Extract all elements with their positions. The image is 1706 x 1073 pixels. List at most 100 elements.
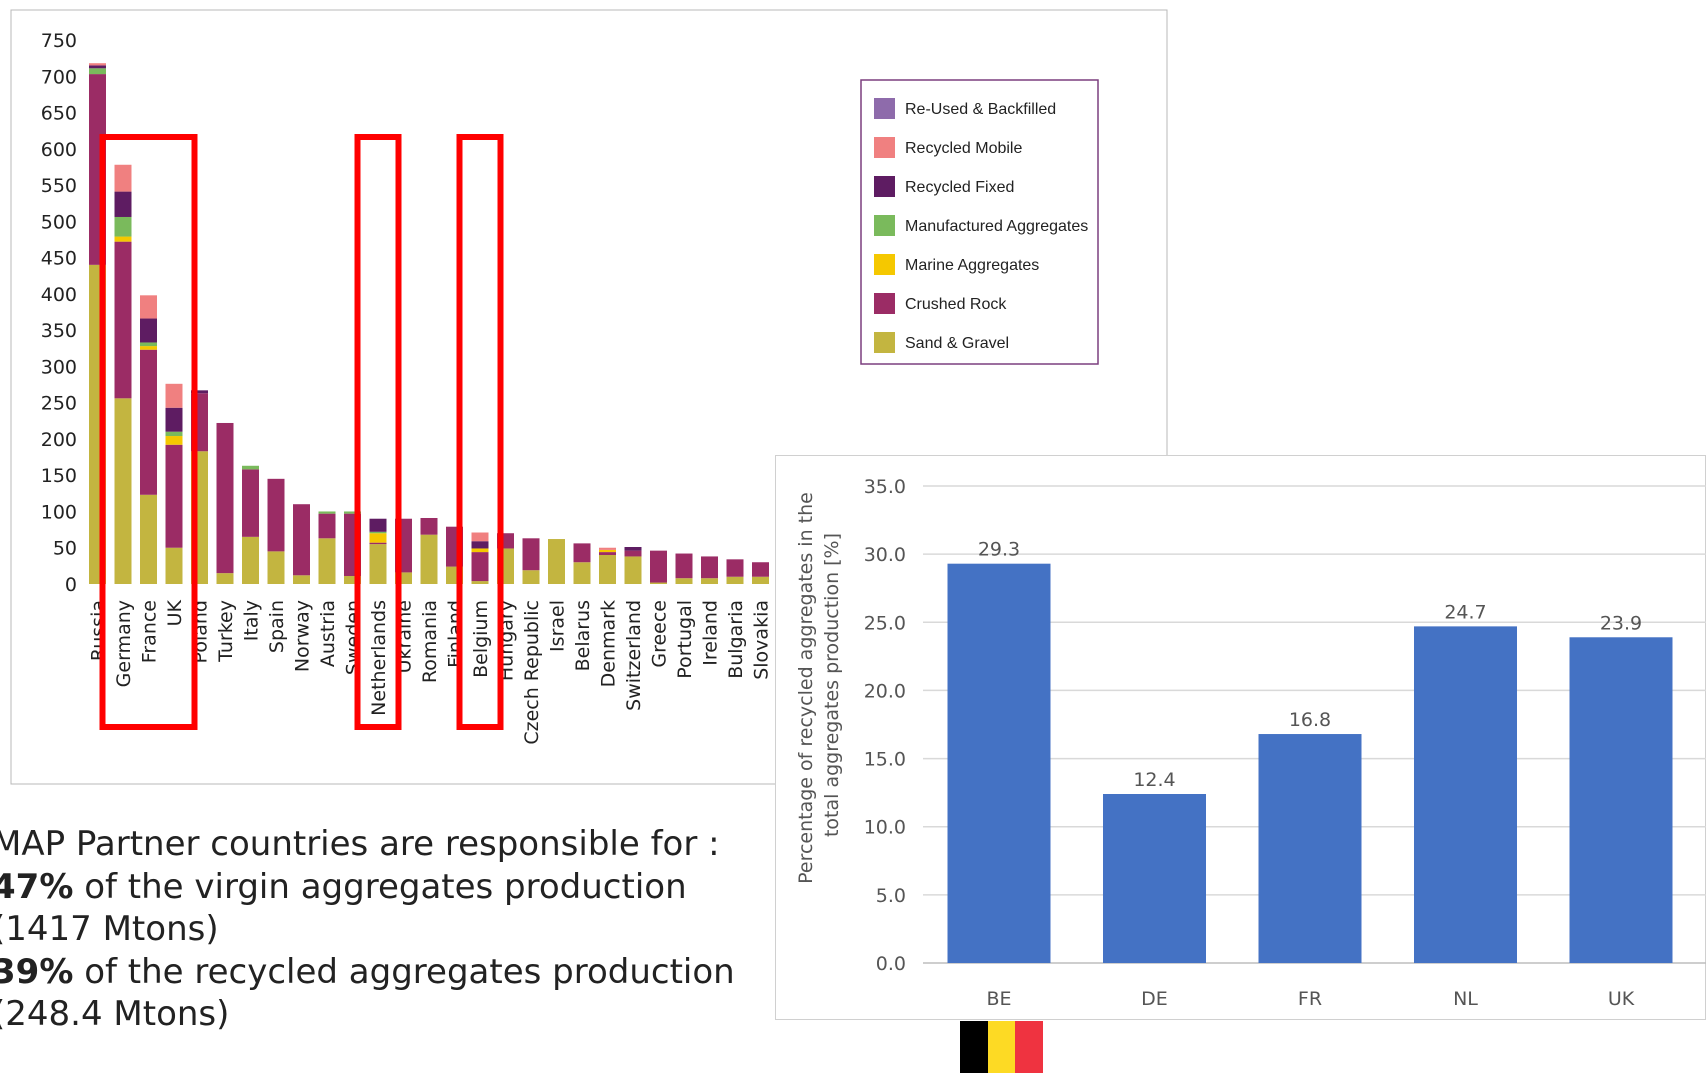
notes-virgin-text: of the virgin aggregates production [73, 866, 687, 907]
x-tick-label-uk: UK [1608, 988, 1635, 1010]
highlight-box-netherlands [354, 134, 402, 730]
y-tick-label: 150 [41, 465, 77, 487]
y-tick-label: 20.0 [864, 680, 906, 702]
bar-spain-sand-gravel [267, 551, 285, 584]
bar-denmark-crushed-rock [599, 552, 616, 555]
y-tick-label: 600 [41, 139, 77, 161]
bar-denmark-recycled-mobile [599, 547, 616, 550]
bar-switzerland-sand-gravel [624, 556, 642, 584]
bar-netherlands-marine-aggregates [369, 533, 387, 543]
data-label-be: 29.3 [978, 539, 1020, 561]
bar-germany-marine-aggregates [114, 236, 132, 242]
y-tick-label: 50 [53, 538, 77, 560]
bar-switzerland-crushed-rock [624, 550, 642, 557]
legend-swatch-manufactured-aggregates [874, 215, 895, 236]
bar-germany-sand-gravel [114, 398, 132, 584]
y-tick-label: 350 [41, 320, 77, 342]
chart1-x-tick-labels: Russia Germany France UK Poland Turkey Italy Sp… [88, 599, 773, 744]
bar-bulgaria-sand-gravel [726, 576, 744, 584]
bar-switzerland-recycled-fixed [624, 547, 642, 551]
x-tick-label-israel: Israel [547, 600, 569, 652]
chart2-y-axis-label-line2: total aggregates production [%] [821, 533, 843, 837]
x-tick-label-portugal: Portugal [674, 600, 696, 679]
bar-denmark-sand-gravel [599, 554, 616, 584]
y-tick-label: 300 [41, 356, 77, 378]
bar-uk [1569, 637, 1673, 963]
bar-bulgaria-crushed-rock [726, 559, 744, 577]
bar-norway-sand-gravel [293, 575, 310, 584]
notes-line-4: 39% of the recycled aggregates productio… [0, 951, 735, 994]
bar-netherlands-manufactured-aggregates [369, 531, 387, 534]
bar-russia-recycled-fixed [89, 65, 106, 69]
legend-frame [860, 79, 1099, 365]
y-tick-label: 5.0 [876, 885, 906, 907]
legend-swatch-re-used-backfilled [874, 98, 895, 119]
bar-france-recycled-mobile [140, 295, 157, 319]
bar-nl [1414, 626, 1517, 963]
x-tick-label-russia: Russia [88, 600, 110, 661]
x-tick-label-ireland: Ireland [700, 600, 722, 666]
notes-recycled-text: of the recycled aggregates production [73, 951, 735, 992]
y-tick-label: 0.0 [876, 953, 906, 975]
data-label-uk: 23.9 [1600, 612, 1642, 634]
x-tick-label-turkey: Turkey [215, 600, 237, 663]
flag-stripe-black [960, 1021, 988, 1073]
chart1-highlight-boxes [99, 134, 504, 730]
bar-ireland-sand-gravel [701, 578, 718, 584]
bar-belgium-sand-gravel [471, 581, 489, 584]
legend-label-sand-gravel: Sand & Gravel [905, 335, 1009, 352]
data-label-fr: 16.8 [1289, 709, 1331, 731]
x-tick-label-germany: Germany [113, 600, 135, 687]
x-tick-label-italy: Italy [241, 600, 263, 641]
bar-germany-manufactured-aggregates [114, 216, 132, 237]
data-label-de: 12.4 [1133, 769, 1175, 791]
bar-denmark-marine-aggregates [599, 549, 616, 553]
legend-swatch-recycled-mobile [874, 137, 895, 158]
bar-uk-sand-gravel [165, 547, 183, 584]
x-tick-label-finland: Finland [445, 600, 467, 668]
x-tick-label-de: DE [1141, 988, 1168, 1010]
y-tick-label: 0 [65, 574, 77, 596]
bar-norway-crushed-rock [293, 504, 310, 576]
bar-austria-crushed-rock [318, 513, 336, 539]
y-tick-label: 550 [41, 175, 77, 197]
bar-belarus-sand-gravel [573, 562, 591, 584]
x-tick-label-france: France [139, 600, 161, 663]
chart1-y-axis: 0 50 100 150 200 250 300 350 400 450 500 550 600 650 7… [41, 30, 77, 596]
bar-portugal-sand-gravel [675, 578, 693, 584]
x-tick-label-switzerland: Switzerland [623, 600, 645, 711]
y-tick-label: 30.0 [864, 544, 906, 566]
x-tick-label-norway: Norway [292, 600, 314, 672]
y-tick-label: 15.0 [864, 749, 906, 771]
bar-austria-manufactured-aggregates [318, 511, 336, 514]
bar-ireland-crushed-rock [701, 556, 718, 579]
bar-italy-sand-gravel [242, 536, 259, 584]
bar-italy-crushed-rock [242, 469, 259, 537]
bar-de [1103, 794, 1206, 963]
bar-fr [1258, 734, 1362, 963]
notes-line-3: (1417 Mtons) [0, 909, 219, 949]
y-tick-label: 250 [41, 393, 77, 415]
x-tick-label-belgium: Belgium [470, 600, 492, 678]
belgian-flag-icon [960, 1021, 1044, 1073]
recycled-percentage-chart: 0.0 5.0 10.0 15.0 20.0 25.0 30.0 35.0 29.3 BE 12.… [775, 455, 1706, 1020]
y-tick-label: 450 [41, 248, 77, 270]
bar-germany-recycled-mobile [114, 164, 132, 192]
y-tick-label: 650 [41, 103, 77, 125]
x-tick-label-slovakia: Slovakia [751, 600, 773, 680]
bar-poland-recycled-fixed [191, 390, 208, 394]
bar-uk-crushed-rock [165, 444, 183, 548]
bar-austria-sand-gravel [318, 538, 336, 584]
bar-germany-recycled-fixed [114, 191, 132, 217]
legend-label-recycled-mobile: Recycled Mobile [905, 140, 1022, 157]
chart2-y-axis-label: Percentage of recycled aggregates in the… [795, 486, 843, 884]
bar-romania-sand-gravel [420, 534, 438, 584]
bar-netherlands-recycled-fixed [369, 518, 387, 532]
bar-germany-crushed-rock [114, 241, 132, 399]
bar-ukraine-sand-gravel [395, 572, 412, 584]
y-tick-label: 35.0 [864, 476, 906, 498]
x-tick-label-austria: Austria [317, 600, 339, 667]
x-tick-label-romania: Romania [419, 600, 441, 683]
bar-greece-sand-gravel [650, 582, 667, 584]
legend-label-crushed-rock: Crushed Rock [905, 296, 1007, 313]
